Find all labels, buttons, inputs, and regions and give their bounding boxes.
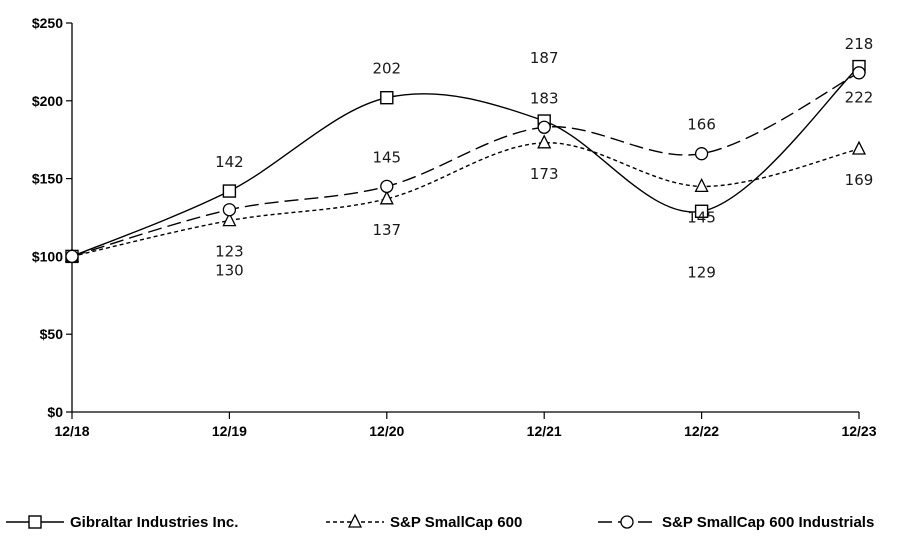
x-tick-label: 12/19 (212, 423, 247, 439)
data-label: 145 (372, 148, 401, 166)
series-3-point (852, 66, 866, 80)
y-tick-label: $100 (32, 248, 63, 264)
data-label: 183 (530, 89, 559, 107)
series-3-point (222, 203, 237, 217)
data-label: 169 (845, 171, 874, 189)
y-tick-label: $200 (32, 93, 63, 109)
legend-label-3: S&P SmallCap 600 Industrials (662, 514, 874, 531)
data-label: 145 (687, 208, 716, 226)
legend-label-1: Gibraltar Industries Inc. (70, 514, 238, 531)
x-tick-label: 12/22 (684, 423, 719, 439)
series-3-point (65, 249, 79, 264)
data-label: 187 (530, 49, 559, 67)
series-3-point (537, 120, 551, 134)
series-2-point (694, 177, 709, 193)
data-label: 142 (215, 153, 244, 171)
data-label: 202 (372, 60, 401, 78)
y-tick-label: $50 (40, 326, 64, 342)
data-label: 222 (845, 89, 874, 107)
series-1-point (222, 184, 237, 198)
series-2-point (222, 212, 237, 227)
data-label: 166 (687, 116, 716, 134)
x-tick-label: 12/18 (54, 423, 89, 439)
legend-label-2: S&P SmallCap 600 (390, 514, 522, 531)
x-tick-label: 12/23 (841, 423, 876, 439)
y-tick-label: $0 (47, 404, 63, 420)
series-1-point (380, 90, 394, 105)
legend-marker-1 (28, 515, 42, 529)
series-line-2 (71, 142, 860, 258)
data-label: 129 (687, 263, 716, 281)
data-label: 218 (845, 35, 874, 53)
data-label: 130 (215, 262, 244, 280)
data-label: 137 (372, 221, 401, 239)
data-label: 123 (215, 243, 244, 261)
legend-marker-3 (620, 515, 634, 529)
series-2-point (537, 134, 552, 149)
series-3-point (380, 179, 394, 194)
x-tick-label: 12/20 (369, 423, 404, 439)
y-tick-label: $250 (32, 15, 63, 31)
series-line-3 (71, 72, 860, 258)
y-tick-label: $150 (32, 171, 63, 187)
x-tick-label: 12/21 (527, 423, 562, 439)
legend-marker-2 (347, 513, 363, 528)
series-3-point (694, 147, 709, 161)
series-2-point (851, 140, 867, 155)
series-1-point (694, 204, 709, 218)
data-label: 173 (530, 165, 559, 183)
series-line-1 (71, 66, 860, 258)
series-2-point (379, 190, 394, 205)
